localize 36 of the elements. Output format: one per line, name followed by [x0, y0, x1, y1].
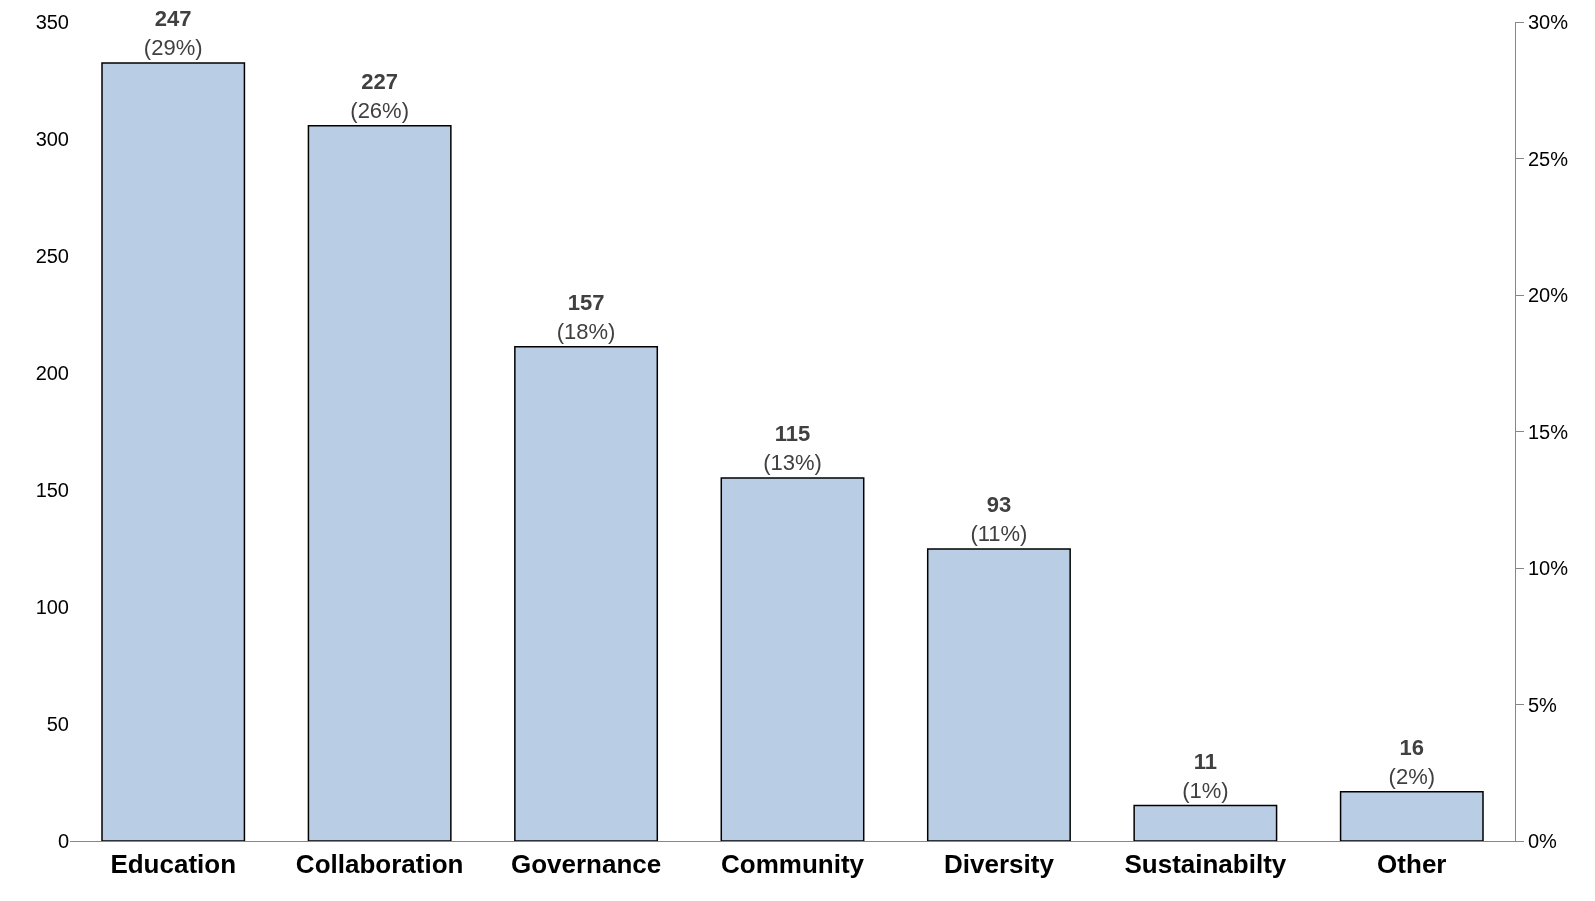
x-tick-label: Governance: [510, 849, 662, 880]
bar: [101, 62, 246, 841]
x-tick-label: Community: [721, 849, 865, 880]
bar: [514, 346, 659, 841]
x-tick-label: Collaboration: [295, 849, 464, 880]
bar: [926, 548, 1071, 841]
data-label: 115 (13%): [763, 421, 822, 475]
bar: [1133, 804, 1278, 841]
x-tick-label: Sustainabilty: [1124, 849, 1287, 880]
y-tick-label: 200: [35, 362, 69, 384]
y-tick-label: 100: [35, 596, 69, 618]
x-tick-label: Diversity: [944, 849, 1055, 880]
data-label: 227 (26%): [350, 69, 409, 123]
y-tick-label: 150: [35, 479, 69, 501]
x-tick-label: Education: [110, 849, 237, 880]
data-label: 247 (29%): [143, 6, 203, 60]
y-tick-label: 350: [35, 11, 69, 33]
y2-tick-label: 0%: [1528, 830, 1558, 852]
y-tick-label: 300: [35, 128, 69, 150]
y2-tick-label: 10%: [1528, 557, 1569, 579]
y-tick-label: 50: [46, 713, 69, 735]
data-label: 93 (11%): [970, 492, 1028, 546]
data-label: 157 (18%): [556, 290, 616, 344]
y2-tick-label: 20%: [1528, 284, 1569, 306]
y2-tick-label: 5%: [1528, 693, 1558, 716]
y2-tick-label: 30%: [1528, 11, 1569, 33]
data-label: 16 (2%): [1388, 735, 1436, 789]
y-tick-label: 250: [35, 245, 69, 267]
data-label: 11 (1%): [1182, 748, 1229, 803]
bar: [1339, 791, 1484, 841]
y-tick-label: 0: [57, 830, 69, 852]
bar: [307, 124, 452, 841]
bar: [720, 477, 865, 841]
y2-tick-label: 25%: [1528, 147, 1569, 170]
y2-tick-label: 15%: [1528, 420, 1569, 443]
x-tick-label: Other: [1377, 849, 1447, 880]
